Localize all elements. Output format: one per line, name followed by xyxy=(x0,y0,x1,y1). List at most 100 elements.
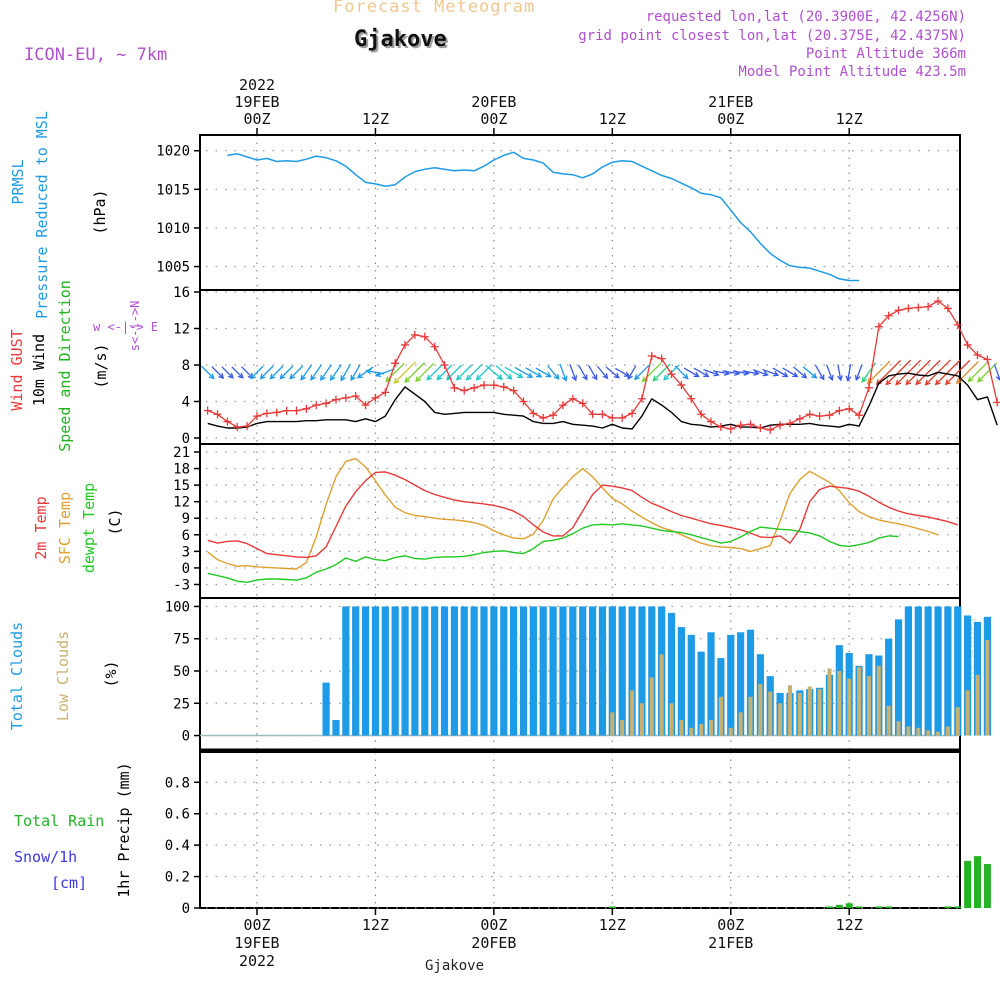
gust-point xyxy=(213,410,222,419)
total-cloud-bar xyxy=(361,606,370,736)
temp-units: (C) xyxy=(106,508,124,535)
total-cloud-bar xyxy=(697,651,705,736)
y-tick-label: 18 xyxy=(173,462,190,478)
gust-point xyxy=(529,409,538,418)
model-label: ICON-EU, ~ 7km xyxy=(24,45,168,65)
precip-units: 1hr Precip (mm) xyxy=(115,762,133,897)
wind-arrowhead xyxy=(553,373,560,380)
wind-arrow xyxy=(814,364,825,380)
low-cloud-bar xyxy=(787,685,792,736)
total-cloud-bar xyxy=(727,634,735,736)
wind-arrowhead xyxy=(475,374,482,381)
wind-arrowhead xyxy=(854,374,861,382)
low-cloud-bar xyxy=(758,683,763,736)
gust-point xyxy=(776,421,785,430)
low-cloud-bar xyxy=(886,705,891,736)
wind-arrowhead xyxy=(967,376,974,383)
low-cloud-bar xyxy=(679,720,684,736)
wind-arrow xyxy=(504,366,523,378)
wind-arrow xyxy=(782,367,798,378)
gust-point xyxy=(637,394,646,403)
total-cloud-bar xyxy=(480,606,488,736)
wind-arrow xyxy=(732,370,749,375)
cloud-bars xyxy=(200,606,991,737)
location-title: Gjakove xyxy=(354,27,447,52)
y-tick-label: 1005 xyxy=(156,260,190,276)
low-cloud-bar xyxy=(718,696,723,736)
rain-bar xyxy=(974,856,982,908)
pressure-label-short: PRMSL xyxy=(9,159,27,204)
wind-arrowhead xyxy=(924,379,931,386)
wind-arrowhead xyxy=(934,379,941,386)
total-cloud-bar xyxy=(934,606,942,736)
wind-arrow xyxy=(915,359,941,385)
rain-bar xyxy=(835,904,843,908)
total-cloud-bar xyxy=(737,632,745,736)
top-time-label: 19FEB xyxy=(234,93,279,111)
wind-arrow xyxy=(456,364,473,381)
wind-arrowhead xyxy=(279,373,286,380)
wind-arrowhead xyxy=(506,373,513,380)
gust-point xyxy=(884,311,893,320)
low-cloud-bar xyxy=(847,678,852,736)
wind-arrowhead xyxy=(227,372,234,379)
gust-point xyxy=(687,394,696,403)
low-cloud-bar xyxy=(876,665,881,736)
wind-arrow xyxy=(436,364,453,380)
gust-point xyxy=(785,419,794,428)
gust-point xyxy=(292,406,301,415)
wind-arrow xyxy=(722,370,740,375)
total-cloud-bar xyxy=(431,606,439,736)
wind-arrowhead xyxy=(652,375,659,382)
gust-point xyxy=(924,302,933,311)
wind-arrow xyxy=(802,366,817,379)
gust-point xyxy=(450,383,459,392)
wind-arrow xyxy=(895,359,922,386)
gust-point xyxy=(845,404,854,413)
wind-arrow xyxy=(855,364,863,381)
y-tick-label: -3 xyxy=(173,577,190,593)
total-cloud-bar xyxy=(904,606,913,736)
wind-arrowhead xyxy=(682,373,689,380)
total-cloud-bar xyxy=(707,632,715,736)
total-cloud-bar xyxy=(322,682,330,736)
wind-arrowhead xyxy=(329,374,336,381)
rain-bar xyxy=(825,906,833,908)
wind-arrow xyxy=(211,366,224,379)
wind-arrowhead xyxy=(300,374,306,381)
wind-arrowhead xyxy=(289,373,296,380)
gust-point xyxy=(262,409,271,418)
wind-arrow xyxy=(559,363,567,381)
gust-point xyxy=(322,399,331,408)
wind-arrow xyxy=(683,367,699,378)
total-cloud-bar xyxy=(894,619,903,736)
wind-arrow xyxy=(241,366,254,379)
total-cloud-bar xyxy=(954,606,962,736)
wind-arrow xyxy=(826,364,833,381)
wind-arrow xyxy=(703,368,719,376)
pressure-line xyxy=(227,151,860,282)
wind-arrow xyxy=(968,362,987,382)
wind-10m-label: 10m Wind xyxy=(30,334,48,406)
wind-arrow xyxy=(310,364,322,381)
bottom-time-label: 20FEB xyxy=(471,934,516,952)
bottom-time-label: 12Z xyxy=(836,916,863,934)
y-tick-label: 0.6 xyxy=(165,807,190,823)
low-cloud-bar xyxy=(817,689,822,736)
wind-arrow xyxy=(615,367,630,377)
rain-bar xyxy=(855,906,863,908)
wind-arrow xyxy=(935,359,961,385)
gust-point xyxy=(973,350,982,359)
total-cloud-bar xyxy=(352,606,360,736)
total-cloud-bar xyxy=(588,606,597,736)
y-tick-label: 1015 xyxy=(156,182,190,198)
total-cloud-bar xyxy=(549,606,557,736)
gust-point xyxy=(460,386,469,395)
low-cloud-bar xyxy=(916,727,921,736)
y-tick-label: 100 xyxy=(165,599,190,615)
gust-point xyxy=(983,355,992,364)
gust-point xyxy=(825,411,834,420)
bottom-time-label: 00Z xyxy=(717,916,744,934)
wind-arrow xyxy=(394,361,417,384)
total-cloud-bar xyxy=(618,606,626,736)
